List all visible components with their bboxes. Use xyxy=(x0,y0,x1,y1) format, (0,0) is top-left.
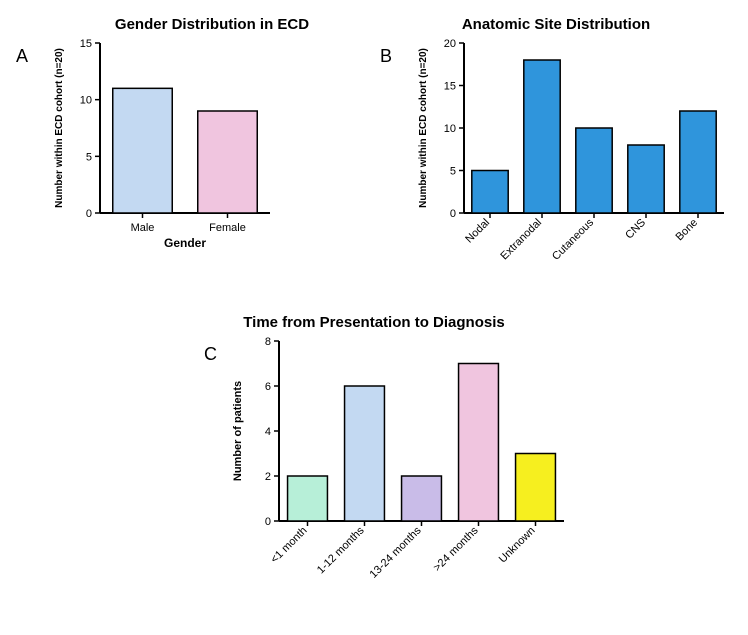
svg-text:10: 10 xyxy=(80,95,92,107)
svg-text:CNS: CNS xyxy=(623,217,648,242)
svg-text:Number of patients: Number of patients xyxy=(232,380,244,480)
svg-text:0: 0 xyxy=(86,208,92,220)
svg-text:20: 20 xyxy=(444,38,456,50)
panel-a: Gender Distribution in ECD A 0 5 10 15 Male F… xyxy=(10,10,374,308)
svg-text:6: 6 xyxy=(265,381,271,393)
svg-text:4: 4 xyxy=(265,426,271,438)
svg-text:15: 15 xyxy=(444,81,456,93)
svg-text:Nodal: Nodal xyxy=(463,217,492,246)
panel-a-letter: A xyxy=(16,46,28,67)
svg-text:Male: Male xyxy=(131,222,155,234)
svg-text:Number within ECD cohort (n=20: Number within ECD cohort (n=20) xyxy=(418,48,429,208)
svg-text:Extranodal: Extranodal xyxy=(498,217,544,263)
svg-text:8: 8 xyxy=(265,336,271,348)
figure-grid: Gender Distribution in ECD A 0 5 10 15 Male F… xyxy=(10,10,738,625)
svg-text:15: 15 xyxy=(80,38,92,50)
panel-b-chart: 0 5 10 15 20 NodalExtranodalCutaneous CNS Bone N… xyxy=(404,33,738,293)
panel-c-title: Time from Presentation to Diagnosis xyxy=(174,314,574,331)
svg-text:Female: Female xyxy=(209,222,246,234)
svg-text:>24 months: >24 months xyxy=(431,524,481,574)
panel-a-title: Gender Distribution in ECD xyxy=(50,16,374,33)
panel-b-letter: B xyxy=(380,46,392,67)
svg-text:5: 5 xyxy=(86,151,92,163)
panel-a-chart: 0 5 10 15 Male Female Number within ECD cohort… xyxy=(40,33,374,253)
svg-text:0: 0 xyxy=(450,208,456,220)
svg-text:Unknown: Unknown xyxy=(497,524,538,565)
panel-b: Anatomic Site Distribution B 0 5 10 15 20 Nod… xyxy=(374,10,738,308)
svg-text:1-12 months: 1-12 months xyxy=(315,524,367,576)
svg-text:5: 5 xyxy=(450,166,456,178)
panel-c: Time from Presentation to Diagnosis C 02… xyxy=(10,308,738,626)
svg-text:10: 10 xyxy=(444,123,456,135)
svg-text:Number within ECD cohort (n=20: Number within ECD cohort (n=20) xyxy=(54,48,65,208)
svg-text:13-24 months: 13-24 months xyxy=(368,524,424,580)
svg-text:<1 month: <1 month xyxy=(268,524,309,565)
svg-text:2: 2 xyxy=(265,471,271,483)
svg-text:Gender: Gender xyxy=(164,236,206,250)
svg-text:0: 0 xyxy=(265,516,271,528)
svg-text:Bone: Bone xyxy=(673,217,700,244)
panel-b-title: Anatomic Site Distribution xyxy=(374,16,738,33)
panel-c-chart: 0 2 4 6 8 <1 month1-12 months13-24 months>24 … xyxy=(214,331,574,611)
svg-text:Cutaneous: Cutaneous xyxy=(550,216,596,262)
